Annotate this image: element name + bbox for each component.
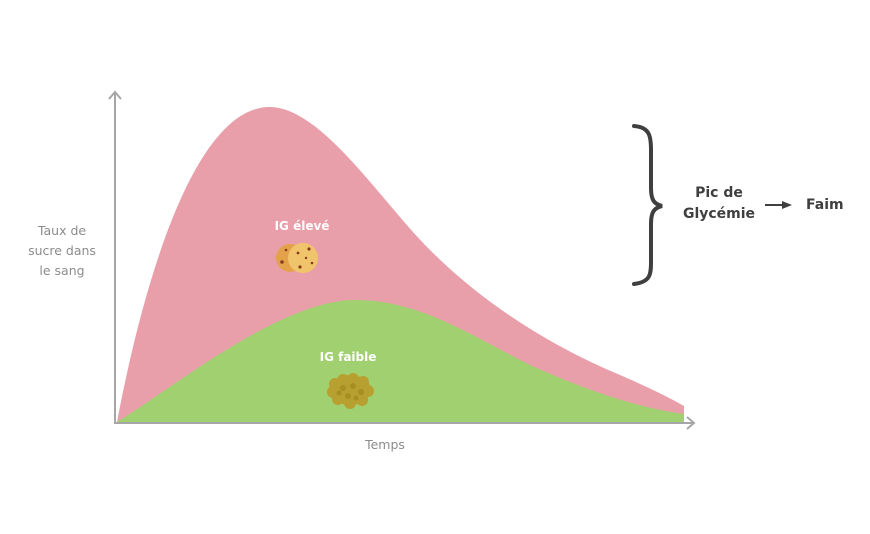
y-axis-label-line: Taux de (37, 223, 87, 238)
low-gi-area (117, 300, 684, 422)
hunger-annotation: Faim (806, 197, 844, 213)
y-axis-label: Taux de sucre dans le sang (22, 221, 102, 281)
arrow-right-icon (765, 201, 792, 209)
x-axis-label: Temps (365, 437, 405, 452)
brace-icon (632, 124, 663, 286)
x-axis-arrow-icon (686, 416, 696, 430)
peak-annotation-line: Glycémie (682, 206, 756, 222)
cookie-icon (276, 243, 318, 273)
y-axis-arrow-icon (108, 90, 122, 100)
peak-annotation: Pic de Glycémie (660, 183, 778, 225)
high-gi-label: IG élevé (274, 219, 330, 233)
peak-annotation-line: Pic de (695, 185, 743, 201)
low-gi-label: IG faible (319, 350, 377, 364)
y-axis-label-line: sucre dans (28, 243, 96, 258)
y-axis-label-line: le sang (39, 263, 85, 278)
lentils-icon (327, 373, 374, 409)
lentils-texture (336, 383, 364, 401)
